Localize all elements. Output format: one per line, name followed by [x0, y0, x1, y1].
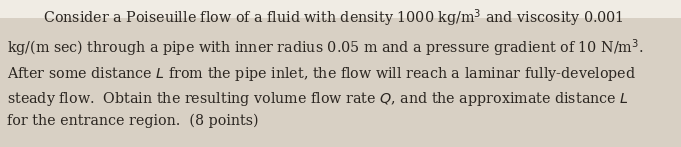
Text: Consider a Poiseuille flow of a fluid with density 1000 kg/m$^3$ and viscosity 0: Consider a Poiseuille flow of a fluid wi…: [7, 7, 644, 128]
FancyBboxPatch shape: [0, 18, 681, 147]
